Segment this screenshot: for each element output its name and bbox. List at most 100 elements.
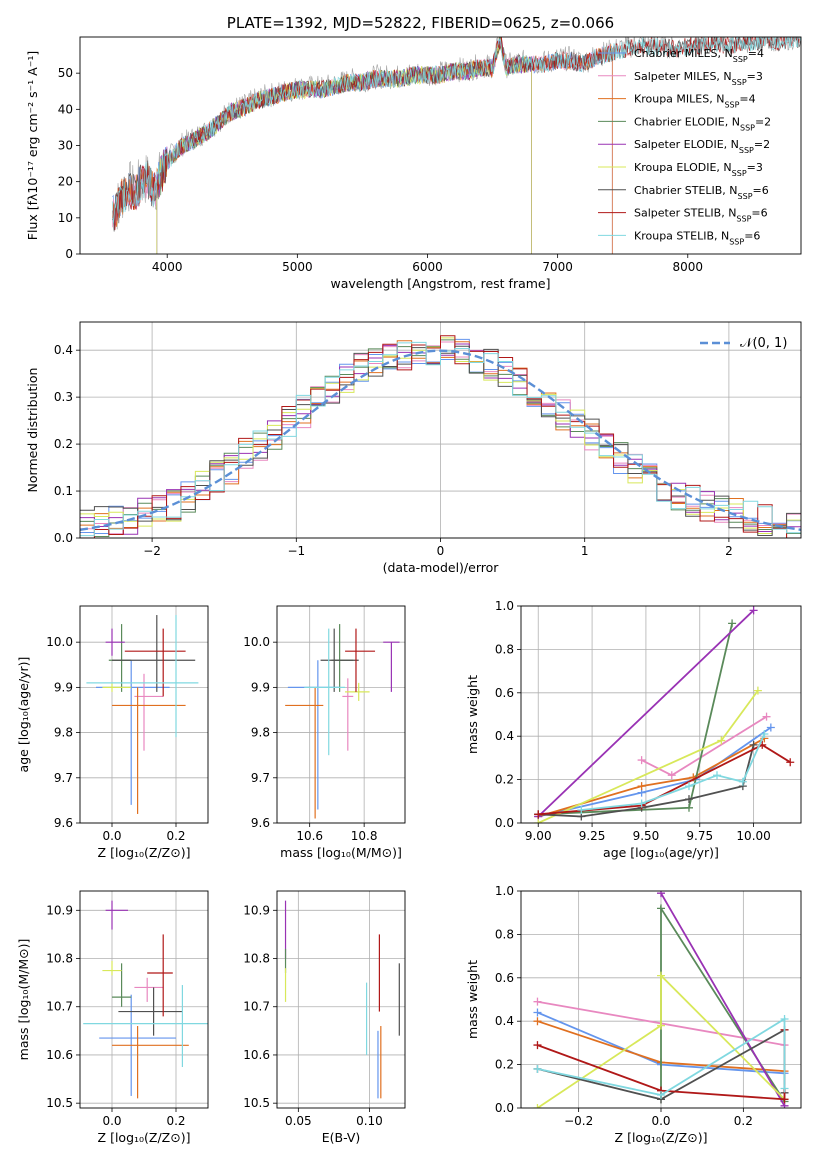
x-tick-label: 0.0 xyxy=(651,1114,670,1128)
weight-marker xyxy=(637,756,646,765)
y-tick-label: 10.7 xyxy=(243,1000,270,1014)
legend-label: Kroupa STELIB, NSSP=6 xyxy=(634,229,760,246)
weight_vs_age-frame xyxy=(520,605,802,824)
y-tick-label: 10.7 xyxy=(46,1000,73,1014)
y-tick-label: 10 xyxy=(58,211,73,225)
x-axis-label: Z [log₁₀(Z/Z⊙)] xyxy=(615,1130,708,1145)
model-spectrum-line xyxy=(112,37,801,231)
weight_vs_Z-plot xyxy=(533,891,789,1108)
y-tick-label: 9.6 xyxy=(54,816,73,830)
x-tick-label: 1 xyxy=(581,544,589,558)
weight-marker xyxy=(657,891,665,898)
y-tick-label: 0.3 xyxy=(54,390,73,404)
x-tick-label: 2 xyxy=(725,544,733,558)
legend-label: Kroupa MILES, NSSP=4 xyxy=(634,93,756,110)
model-spectrum-line xyxy=(112,37,801,224)
age_vs_mass-plot xyxy=(285,624,400,819)
age_vs_mass-axes: 10.6 10.8 9.6 9.7 9.8 9.9 10.0 mass [log₁₀(M/M⊙… xyxy=(243,606,405,860)
weight_vs_Z-axes: −0.2 0.0 0.2 0.0 0.2 0.4 0.6 0.8 1.0 Z [log₁₀(Z/Z… xyxy=(465,884,801,1145)
weight-series-line xyxy=(581,733,766,811)
x-tick-label: −0.2 xyxy=(564,1114,593,1128)
weight-marker xyxy=(753,686,762,695)
y-tick-label: 9.7 xyxy=(54,771,73,785)
y-tick-label: 0.0 xyxy=(495,816,514,830)
y-tick-label: 10.6 xyxy=(46,1048,73,1062)
y-tick-label: 0.4 xyxy=(54,343,73,357)
weight_vs_Z-frame xyxy=(520,890,802,1109)
x-tick-label: 10.8 xyxy=(351,829,378,843)
x-tick-label: 0.2 xyxy=(166,829,185,843)
spectrum-plot xyxy=(112,37,801,254)
weight-marker xyxy=(667,771,676,780)
y-tick-label: 0.0 xyxy=(54,531,73,545)
y-tick-label: 0.2 xyxy=(495,773,514,787)
y-tick-label: 10.0 xyxy=(243,635,270,649)
weight_vs_age-axes: 9.00 9.25 9.50 9.75 10.00 0.0 0.2 0.4 0.6 0.8 1.0 a… xyxy=(465,599,801,860)
weight-marker xyxy=(533,1008,542,1017)
weight-marker xyxy=(713,771,721,780)
x-tick-label: −1 xyxy=(287,544,305,558)
x-tick-label: 8000 xyxy=(673,260,704,274)
x-tick-label: 0.2 xyxy=(734,1114,753,1128)
residuals-plot xyxy=(80,335,801,538)
x-tick-label: 0.10 xyxy=(356,1114,383,1128)
x-axis-label: Z [log₁₀(Z/Z⊙)] xyxy=(98,845,191,860)
chart-title: PLATE=1392, MJD=52822, FIBERID=0625, z=0… xyxy=(227,14,614,32)
weight-marker xyxy=(637,782,646,791)
mass_vs_EBV-axes: 0.05 0.10 10.5 10.6 10.7 10.8 10.9 E(B-V) xyxy=(243,891,405,1145)
weight-series-line xyxy=(537,609,755,818)
weight-marker xyxy=(762,712,771,721)
weight-marker xyxy=(533,997,542,1006)
y-axis-label: mass weight xyxy=(465,960,480,1039)
model-spectrum-line xyxy=(112,37,801,231)
y-axis-label: Normed distribution xyxy=(25,368,40,493)
weight-marker xyxy=(657,1090,665,1099)
mass_vs_Z-frame xyxy=(79,890,209,1109)
x-axis-label: age [log₁₀(age/yr)] xyxy=(603,845,719,860)
x-tick-label: 10.00 xyxy=(736,829,770,843)
y-tick-label: 0.6 xyxy=(495,686,514,700)
y-tick-label: 50 xyxy=(58,66,73,80)
spectrum-axes: 4000 5000 6000 7000 8000 0 10 20 30 40 50 wavelengt… xyxy=(25,51,703,291)
weight-marker xyxy=(657,1021,665,1030)
legend-label: Chabrier ELODIE, NSSP=2 xyxy=(634,115,771,131)
weight-marker xyxy=(685,795,693,804)
y-tick-label: 0.6 xyxy=(495,971,514,985)
y-axis-label: mass weight xyxy=(465,675,480,754)
x-tick-label: 6000 xyxy=(412,260,443,274)
weight-series-line xyxy=(538,623,733,816)
residuals-frame xyxy=(79,321,802,539)
y-tick-label: 30 xyxy=(58,139,73,153)
weight-marker xyxy=(685,803,693,812)
weight-marker xyxy=(534,810,543,819)
x-axis-label: mass [log₁₀(M/M⊙)] xyxy=(280,845,402,860)
y-tick-label: 20 xyxy=(58,175,73,189)
y-tick-label: 9.6 xyxy=(251,816,270,830)
legend-label: Kroupa ELODIE, NSSP=3 xyxy=(634,161,763,178)
weight-series-line xyxy=(537,726,772,818)
y-tick-label: 0.8 xyxy=(495,642,514,656)
weight-marker xyxy=(637,799,646,808)
legend-label: Salpeter MILES, NSSP=3 xyxy=(634,70,763,87)
x-tick-label: −2 xyxy=(143,544,161,558)
legend-label: Chabrier MILES, NSSP=4 xyxy=(634,47,764,64)
y-axis-label: age [log₁₀(age/yr)] xyxy=(16,657,31,773)
x-axis-label: (data-model)/error xyxy=(383,560,500,575)
x-tick-label: 10.6 xyxy=(296,829,323,843)
x-tick-label: 0.05 xyxy=(285,1114,312,1128)
y-tick-label: 0.2 xyxy=(495,1058,514,1072)
x-tick-label: 9.25 xyxy=(579,829,606,843)
spectrum-legend: Chabrier MILES, NSSP=4 Salpeter MILES, NS… xyxy=(598,47,771,246)
weight-marker xyxy=(749,606,758,615)
weight-marker xyxy=(780,1015,789,1024)
legend-label: Salpeter ELODIE, NSSP=2 xyxy=(634,138,770,155)
x-axis-label: wavelength [Angstrom, rest frame] xyxy=(330,276,550,291)
y-tick-label: 1.0 xyxy=(495,884,514,898)
x-tick-label: 4000 xyxy=(152,260,183,274)
weight-marker xyxy=(786,758,795,767)
y-tick-label: 0.2 xyxy=(54,437,73,451)
mass_vs_Z-axes: 0.0 0.2 10.5 10.6 10.7 10.8 10.9 Z [log₁₀(Z/Z⊙)… xyxy=(16,891,208,1145)
y-tick-label: 10.5 xyxy=(46,1096,73,1110)
weight-marker xyxy=(728,619,737,628)
